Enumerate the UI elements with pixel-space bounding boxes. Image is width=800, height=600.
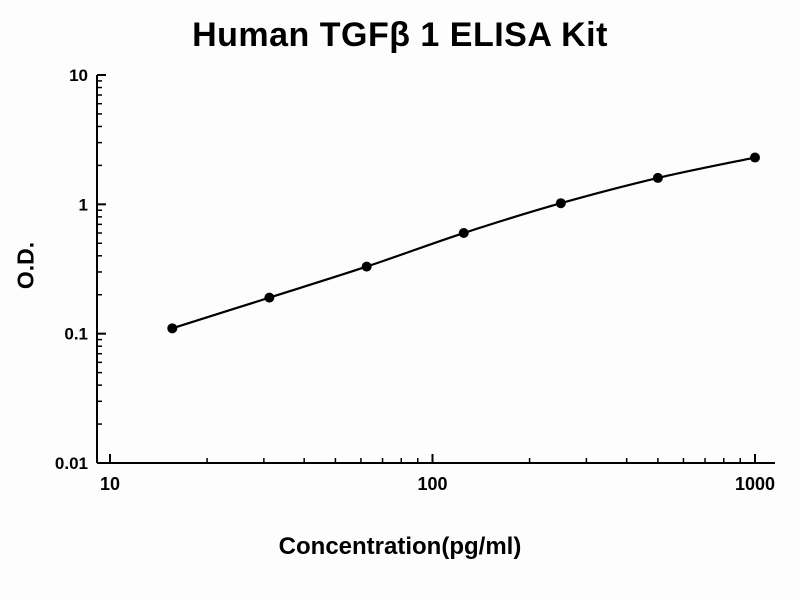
data-point-marker <box>750 152 760 163</box>
data-point-marker <box>361 261 372 272</box>
standard-curve-line <box>171 156 756 330</box>
y-tick-label: 1 <box>79 195 88 214</box>
chart-title: Human TGFβ 1 ELISA Kit <box>192 16 608 54</box>
y-tick-label: 10 <box>69 66 88 85</box>
x-tick-label: 100 <box>417 474 447 494</box>
x-tick-label: 10 <box>100 474 120 494</box>
y-tick-label: 0.1 <box>64 325 88 344</box>
data-point-marker <box>652 172 663 183</box>
y-tick-label: 0.01 <box>55 454 88 473</box>
data-point-marker <box>264 292 275 303</box>
data-point-marker <box>167 323 178 334</box>
data-point-marker <box>458 228 469 239</box>
x-axis-label: Concentration(pg/ml) <box>278 533 522 560</box>
x-tick-label: 1000 <box>735 474 775 494</box>
data-point-marker <box>555 198 566 209</box>
